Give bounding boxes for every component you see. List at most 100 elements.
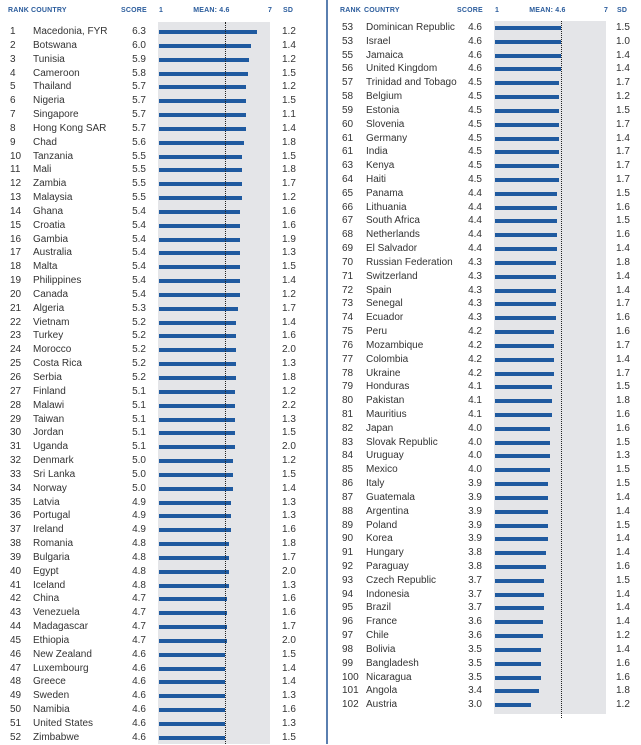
sd-cell: 1.4 [616, 602, 630, 614]
sd-cell: 1.5 [616, 464, 630, 476]
country-cell: Latvia [33, 496, 60, 508]
country-cell: Taiwan [33, 413, 65, 425]
score-cell: 4.2 [468, 367, 482, 379]
score-bar [495, 647, 541, 652]
score-bar [159, 71, 248, 76]
country-cell: Mexico [366, 464, 398, 476]
sd-cell: 2.0 [282, 634, 296, 646]
score-cell: 4.5 [468, 118, 482, 130]
country-cell: Luxembourg [33, 662, 89, 674]
sd-cell: 1.7 [282, 621, 296, 633]
score-cell: 3.9 [468, 533, 482, 545]
score-cell: 3.8 [468, 560, 482, 572]
score-cell: 3.9 [468, 491, 482, 503]
rank-cell: 12 [10, 178, 22, 190]
country-cell: Mozambique [366, 339, 424, 351]
table-row: 69 El Salvador 4.4 1.4 [329, 242, 641, 256]
rank-cell: 48 [10, 676, 22, 688]
table-row: 100 Nicaragua 3.5 1.6 [329, 671, 641, 685]
rank-cell: 66 [342, 201, 354, 213]
sd-cell: 1.6 [616, 312, 630, 324]
score-bar [495, 385, 552, 390]
country-cell: Netherlands [366, 229, 420, 241]
country-cell: Gambia [33, 233, 69, 245]
country-cell: Cameroon [33, 67, 80, 79]
sd-cell: 1.2 [282, 385, 296, 397]
sd-cell: 1.6 [616, 408, 630, 420]
score-cell: 3.6 [468, 616, 482, 628]
country-cell: Denmark [33, 455, 74, 467]
rank-cell: 97 [342, 630, 354, 642]
score-cell: 5.0 [132, 482, 146, 494]
sd-cell: 1.2 [282, 53, 296, 65]
rank-cell: 18 [10, 261, 22, 273]
score-bar [159, 154, 242, 159]
sd-cell: 1.2 [616, 630, 630, 642]
rank-cell: 32 [10, 455, 22, 467]
score-bar [159, 209, 241, 214]
table-row: 79 Honduras 4.1 1.5 [329, 380, 641, 394]
country-cell: Honduras [366, 381, 410, 393]
sd-cell: 1.5 [616, 478, 630, 490]
table-row: 26 Serbia 5.2 1.8 [0, 371, 320, 385]
sd-cell: 1.5 [616, 22, 630, 33]
country-cell: Guatemala [366, 491, 415, 503]
score-cell: 4.4 [468, 229, 482, 241]
rank-cell: 101 [342, 685, 359, 697]
country-cell: Malaysia [33, 192, 73, 204]
score-cell: 4.3 [468, 256, 482, 268]
sd-cell: 1.6 [616, 326, 630, 338]
table-row: 24 Morocco 5.2 2.0 [0, 343, 320, 357]
score-cell: 4.9 [132, 496, 146, 508]
country-cell: Lithuania [366, 201, 407, 213]
score-cell: 5.4 [132, 247, 146, 259]
sd-cell: 1.4 [616, 643, 630, 655]
country-cell: Panama [366, 187, 404, 199]
sd-cell: 1.6 [282, 704, 296, 716]
score-cell: 4.6 [132, 676, 146, 688]
score-cell: 3.8 [468, 547, 482, 559]
score-bar [159, 555, 229, 560]
table-row: 22 Vietnam 5.2 1.4 [0, 316, 320, 330]
rank-cell: 81 [342, 408, 354, 420]
table-row: 82 Japan 4.0 1.6 [329, 422, 641, 436]
rank-cell: 34 [10, 482, 22, 494]
score-cell: 5.4 [132, 261, 146, 273]
table-row: 37 Ireland 4.9 1.6 [0, 523, 320, 537]
score-bar [495, 537, 549, 542]
sd-cell: 1.5 [282, 731, 296, 743]
sd-cell: 2.0 [282, 344, 296, 356]
score-cell: 5.3 [132, 302, 146, 314]
score-cell: 4.8 [132, 551, 146, 563]
table-row: 33 Sri Lanka 5.0 1.5 [0, 468, 320, 482]
sd-cell: 1.5 [282, 648, 296, 660]
country-cell: Belgium [366, 91, 403, 103]
country-cell: Pakistan [366, 395, 405, 407]
score-bar [495, 412, 552, 417]
sd-cell: 1.4 [282, 275, 296, 287]
country-cell: India [366, 146, 388, 158]
rank-cell: 37 [10, 524, 22, 536]
rank-cell: 88 [342, 505, 354, 517]
score-bar [495, 357, 554, 362]
sd-cell: 1.6 [282, 219, 296, 231]
score-cell: 4.3 [468, 312, 482, 324]
table-row: 2 Botswana 6.0 1.4 [0, 39, 320, 53]
sd-cell: 1.4 [616, 547, 630, 559]
rank-cell: 94 [342, 588, 354, 600]
score-bar [495, 620, 543, 625]
sd-cell: 1.7 [616, 367, 630, 379]
score-bar [159, 265, 241, 270]
score-cell: 3.9 [468, 505, 482, 517]
score-cell: 4.9 [132, 524, 146, 536]
sd-cell: 1.7 [616, 174, 630, 186]
country-cell: France [366, 616, 398, 628]
table-row: 60 Slovenia 4.5 1.7 [329, 118, 641, 132]
table-row: 80 Pakistan 4.1 1.8 [329, 394, 641, 408]
country-cell: Kenya [366, 160, 395, 172]
country-cell: Madagascar [33, 621, 89, 633]
score-bar [495, 122, 560, 127]
country-cell: Haiti [366, 174, 387, 186]
rank-cell: 89 [342, 519, 354, 531]
country-cell: Argentina [366, 505, 409, 517]
